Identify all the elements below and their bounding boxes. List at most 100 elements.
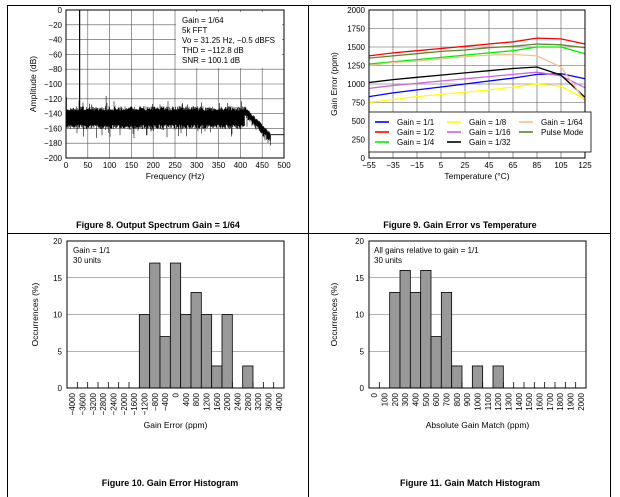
x-tick-label: 5 <box>439 161 444 170</box>
y-tick-label: −80 <box>48 65 62 74</box>
histogram-bar <box>399 269 411 389</box>
y-tick-label: 1750 <box>347 25 365 34</box>
figure-10-caption: Figure 10. Gain Error Histogram <box>102 478 239 488</box>
x-tick-label: 1000 <box>474 392 483 410</box>
series-line-gain-1-8 <box>368 83 586 104</box>
x-tick-label: −800 <box>151 392 160 411</box>
annotation-text: All gains relative to gain = 1/1 <box>374 246 479 255</box>
x-axis-label: Gain Error (ppm) <box>144 420 208 430</box>
y-axis-label: Occurrences (%) <box>30 282 40 346</box>
x-tick-label: 300 <box>190 161 204 170</box>
series-line-gain-1-16 <box>368 71 586 90</box>
y-tick-label: 20 <box>53 237 62 246</box>
histogram-bar <box>211 365 223 389</box>
y-tick-label: 0 <box>58 384 63 393</box>
x-tick-label: 1600 <box>213 392 222 410</box>
x-tick-label: 300 <box>401 392 410 406</box>
x-tick-label: 0 <box>64 161 69 170</box>
histogram-bar <box>430 336 442 389</box>
x-tick-label: 700 <box>443 392 452 406</box>
series-line-gain-1-64 <box>368 53 586 102</box>
y-tick-label: 0 <box>58 6 63 15</box>
annotation-text: 5k FFT <box>182 26 207 35</box>
histogram-bar <box>180 314 192 389</box>
x-tick-label: 1400 <box>515 392 524 410</box>
y-tick-label: −180 <box>44 139 63 148</box>
x-tick-label: 100 <box>381 392 390 406</box>
histogram-bar <box>492 365 504 389</box>
plot-border <box>368 9 586 159</box>
x-tick-label: 125 <box>578 161 592 170</box>
x-tick-label: 200 <box>147 161 161 170</box>
figure-8-caption: Figure 8. Output Spectrum Gain = 1/64 <box>76 220 240 230</box>
x-tick-label: 250 <box>168 161 182 170</box>
y-axis-label: Occurrences (%) <box>329 282 339 346</box>
legend-label: Pulse Mode <box>541 128 584 137</box>
y-tick-label: −120 <box>44 95 63 104</box>
histogram-bar <box>190 292 202 389</box>
series-line-gain-1-4 <box>368 46 586 65</box>
x-axis-label: Absolute Gain Match (ppm) <box>426 420 530 430</box>
plot-border <box>368 240 587 389</box>
x-tick-label: 1200 <box>494 392 503 410</box>
x-tick-label: 500 <box>277 161 291 170</box>
x-tick-label: 400 <box>182 392 191 406</box>
annotation-text: THD = −112.8 dB <box>182 46 244 55</box>
y-tick-label: −140 <box>44 110 63 119</box>
y-tick-label: 500 <box>352 117 366 126</box>
plot-border <box>66 240 285 389</box>
x-tick-label: 900 <box>463 392 472 406</box>
x-tick-label: 0 <box>172 392 181 397</box>
x-tick-label: −4000 <box>68 392 77 415</box>
y-tick-label: −160 <box>44 124 63 133</box>
x-tick-label: 800 <box>453 392 462 406</box>
x-tick-label: −1200 <box>141 392 150 415</box>
x-tick-label: 500 <box>422 392 431 406</box>
legend-label: Gain = 1/64 <box>541 118 583 127</box>
annotation-text: 30 units <box>374 256 402 265</box>
annotation-text: Gain = 1/64 <box>182 16 224 25</box>
x-tick-label: 2800 <box>244 392 253 410</box>
y-tick-label: −40 <box>48 36 62 45</box>
x-tick-label: 0 <box>370 392 379 397</box>
histogram-bar <box>149 262 161 389</box>
x-tick-label: 150 <box>125 161 139 170</box>
annotation-text: SNR = 100.1 dB <box>182 56 240 65</box>
annotation-background <box>176 12 282 68</box>
y-tick-label: 20 <box>355 237 364 246</box>
x-axis-label: Temperature (°C) <box>444 171 509 181</box>
x-tick-label: 50 <box>83 161 92 170</box>
y-tick-label: 5 <box>58 347 63 356</box>
x-tick-label: 105 <box>554 161 568 170</box>
x-tick-label: 3200 <box>254 392 263 410</box>
histogram-bar <box>169 262 182 389</box>
legend-label: Gain = 1/2 <box>397 128 435 137</box>
histogram-bar <box>159 336 171 389</box>
figure-11-caption: Figure 11. Gain Match Histogram <box>400 478 540 488</box>
x-tick-label: −15 <box>410 161 424 170</box>
x-tick-label: 2400 <box>234 392 243 410</box>
y-tick-label: 0 <box>360 384 365 393</box>
histogram-bar <box>451 365 463 389</box>
series-line-gain-1-32 <box>368 66 586 98</box>
x-tick-label: 1900 <box>567 392 576 410</box>
legend-box <box>368 111 592 153</box>
x-tick-label: 1800 <box>556 392 565 410</box>
histogram-bar <box>440 292 453 389</box>
legend-label: Gain = 1/16 <box>469 128 511 137</box>
series-line-pulse-mode <box>368 43 586 59</box>
y-tick-label: 0 <box>361 154 366 163</box>
legend-label: Gain = 1/8 <box>469 118 507 127</box>
annotation-text: Vo = 31.25 Hz, −0.5 dBFS <box>182 36 275 45</box>
x-tick-label: −3600 <box>79 392 88 415</box>
annotation-text: 30 units <box>73 256 101 265</box>
y-tick-label: −20 <box>48 21 62 30</box>
histogram-bar <box>200 314 213 389</box>
x-tick-label: 65 <box>509 161 518 170</box>
series-line-gain-1-2 <box>368 37 586 57</box>
y-tick-label: 15 <box>53 274 62 283</box>
y-tick-label: 1500 <box>347 43 365 52</box>
x-tick-label: 85 <box>533 161 542 170</box>
